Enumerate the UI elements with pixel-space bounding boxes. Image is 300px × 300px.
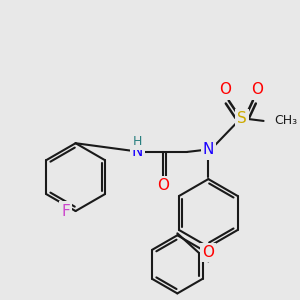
- Text: H: H: [133, 135, 142, 148]
- Text: F: F: [61, 204, 70, 219]
- Text: O: O: [219, 82, 231, 98]
- Text: O: O: [157, 178, 169, 194]
- Text: S: S: [237, 112, 247, 127]
- Text: N: N: [203, 142, 214, 158]
- Text: N: N: [132, 144, 143, 159]
- Text: O: O: [202, 245, 214, 260]
- Text: CH₃: CH₃: [274, 114, 297, 128]
- Text: O: O: [251, 82, 263, 98]
